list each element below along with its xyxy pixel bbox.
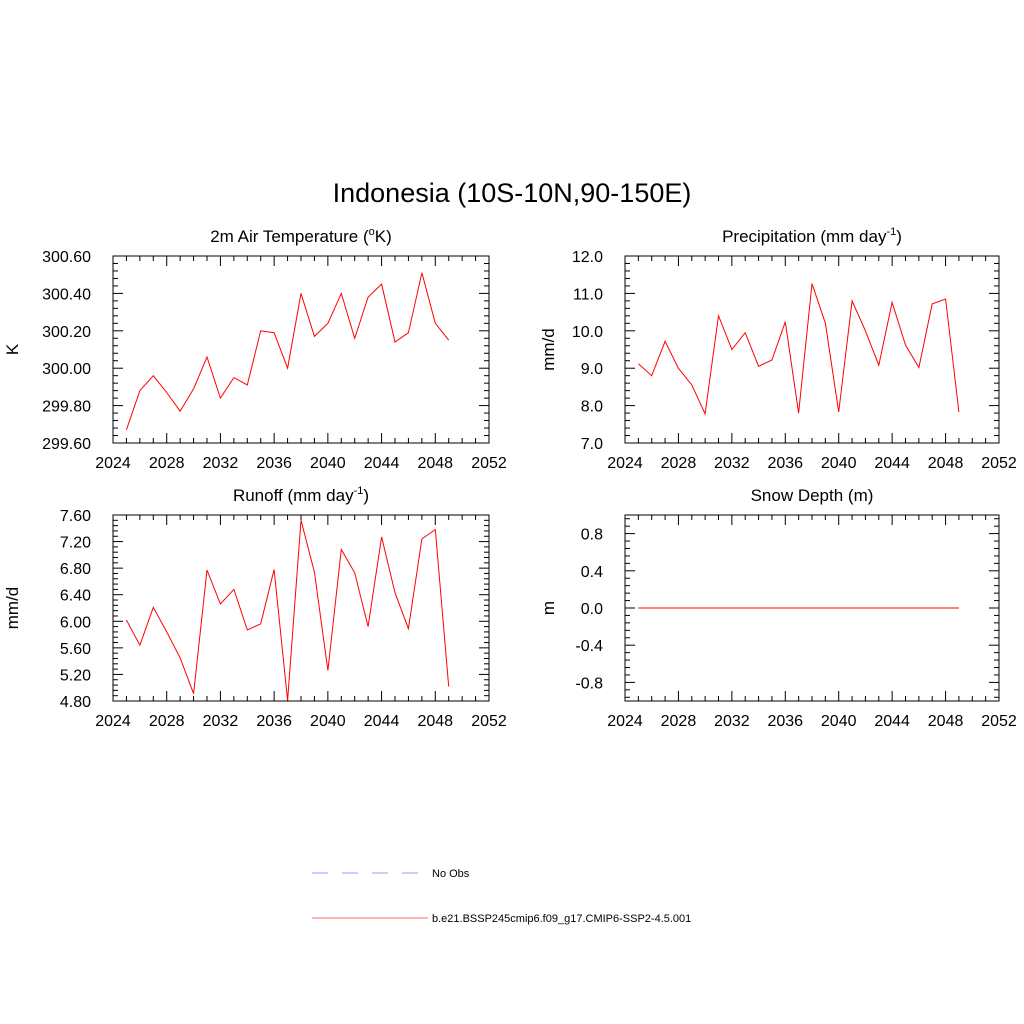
y-tick-label: 0.0 [581, 601, 603, 618]
x-tick-label: 2040 [310, 455, 346, 472]
panel-title-end: K) [375, 227, 392, 246]
x-tick-label: 2040 [310, 713, 346, 730]
legend-label-model-run: b.e21.BSSP245cmip6.f09_g17.CMIP6-SSP2-4.… [432, 913, 691, 925]
x-tick-label: 2044 [364, 455, 400, 472]
x-tick-label: 2044 [874, 455, 910, 472]
x-tick-label: 2048 [417, 455, 453, 472]
y-axis-label: m [539, 601, 558, 615]
x-tick-label: 2052 [981, 713, 1017, 730]
x-tick-label: 2024 [95, 713, 131, 730]
y-axis-label: mm/d [3, 587, 22, 630]
legend-label-no-obs: No Obs [432, 868, 470, 880]
y-tick-label: 6.00 [60, 614, 91, 631]
y-axis-label: mm/d [539, 328, 558, 371]
panel-title-superscript: -1 [886, 226, 896, 238]
y-tick-label: 6.40 [60, 588, 91, 605]
x-tick-label: 2032 [203, 455, 239, 472]
y-tick-label: 5.60 [60, 641, 91, 658]
panel-title: Snow Depth (m) [751, 486, 874, 505]
panel-title: 2m Air Temperature (oK) [210, 226, 392, 246]
panel-title: Runoff (mm day-1) [233, 485, 369, 505]
panel-title-main: 2m Air Temperature ( [210, 227, 369, 246]
x-tick-label: 2036 [767, 455, 803, 472]
y-tick-label: 9.0 [581, 361, 603, 378]
y-tick-label: 10.0 [572, 324, 603, 341]
y-tick-label: 7.0 [581, 436, 603, 453]
x-tick-label: 2024 [607, 713, 643, 730]
legend-item-no-obs: No Obs [312, 868, 470, 880]
x-tick-label: 2032 [714, 713, 750, 730]
y-tick-label: 12.0 [572, 249, 603, 266]
y-tick-label: 7.20 [60, 535, 91, 552]
y-tick-label: 0.8 [581, 527, 603, 544]
panel-title-main: Snow Depth (m) [751, 486, 874, 505]
legend-item-model-run: b.e21.BSSP245cmip6.f09_g17.CMIP6-SSP2-4.… [312, 913, 691, 925]
x-tick-label: 2048 [928, 713, 964, 730]
y-tick-label: -0.8 [575, 675, 603, 692]
x-tick-label: 2044 [364, 713, 400, 730]
series-line [638, 283, 960, 416]
x-tick-label: 2036 [256, 455, 292, 472]
panel-precipitation: 2024 2028 2032 2036 2040 2044 2048 2052 7.0 8.0 9.… [539, 226, 1017, 472]
series-line [125, 520, 450, 701]
plot-frame [112, 255, 490, 444]
x-tick-label: 2048 [417, 713, 453, 730]
x-tick-label: 2048 [928, 455, 964, 472]
x-tick-label: 2028 [149, 455, 185, 472]
y-tick-label: 300.00 [42, 361, 91, 378]
x-tick-label: 2036 [256, 713, 292, 730]
x-tick-label: 2040 [821, 713, 857, 730]
y-axis-label: K [3, 343, 22, 355]
panel-title-main: Runoff (mm day [233, 486, 354, 505]
y-tick-label: 5.20 [60, 667, 91, 684]
panel-title: Precipitation (mm day-1) [722, 226, 902, 246]
y-tick-label: 4.80 [60, 694, 91, 711]
x-tick-label: 2024 [95, 455, 131, 472]
x-tick-label: 2032 [714, 455, 750, 472]
panel-title-end: ) [896, 227, 902, 246]
x-tick-label: 2044 [874, 713, 910, 730]
y-tick-label: 300.20 [42, 324, 91, 341]
y-tick-label: 6.80 [60, 561, 91, 578]
panel-air-temperature: 2024 2028 2032 2036 2040 2044 2048 2052 299.60 29… [3, 226, 507, 472]
y-tick-label: 300.60 [42, 249, 91, 266]
figure-title: Indonesia (10S-10N,90-150E) [333, 178, 692, 208]
y-tick-label: 0.4 [581, 564, 603, 581]
x-tick-label: 2040 [821, 455, 857, 472]
x-tick-label: 2052 [471, 713, 507, 730]
plot-frame [112, 514, 490, 702]
x-tick-label: 2052 [981, 455, 1017, 472]
x-tick-label: 2036 [767, 713, 803, 730]
x-tick-label: 2028 [661, 455, 697, 472]
panel-snow-depth: 2024 2028 2032 2036 2040 2044 2048 2052 -0.8 -0.4… [539, 486, 1017, 730]
y-tick-label: 299.60 [42, 436, 91, 453]
y-tick-label: -0.4 [575, 638, 603, 655]
y-tick-label: 11.0 [573, 286, 603, 303]
y-tick-label: 7.60 [60, 508, 91, 525]
x-tick-label: 2052 [471, 455, 507, 472]
panel-runoff: 2024 2028 2032 2036 2040 2044 2048 2052 4.80 5.20… [3, 485, 507, 730]
x-tick-label: 2024 [607, 455, 643, 472]
x-tick-label: 2028 [661, 713, 697, 730]
y-tick-label: 299.80 [42, 399, 91, 416]
panel-title-end: ) [363, 486, 369, 505]
y-tick-label: 8.0 [581, 399, 603, 416]
legend: No Obs b.e21.BSSP245cmip6.f09_g17.CMIP6-… [312, 868, 691, 925]
panel-title-superscript: o [369, 226, 375, 238]
x-tick-label: 2032 [203, 713, 239, 730]
y-tick-label: 300.40 [42, 286, 91, 303]
panel-title-main: Precipitation (mm day [722, 227, 887, 246]
panel-title-superscript: -1 [354, 485, 364, 497]
series-line [125, 272, 450, 431]
x-tick-label: 2028 [149, 713, 185, 730]
